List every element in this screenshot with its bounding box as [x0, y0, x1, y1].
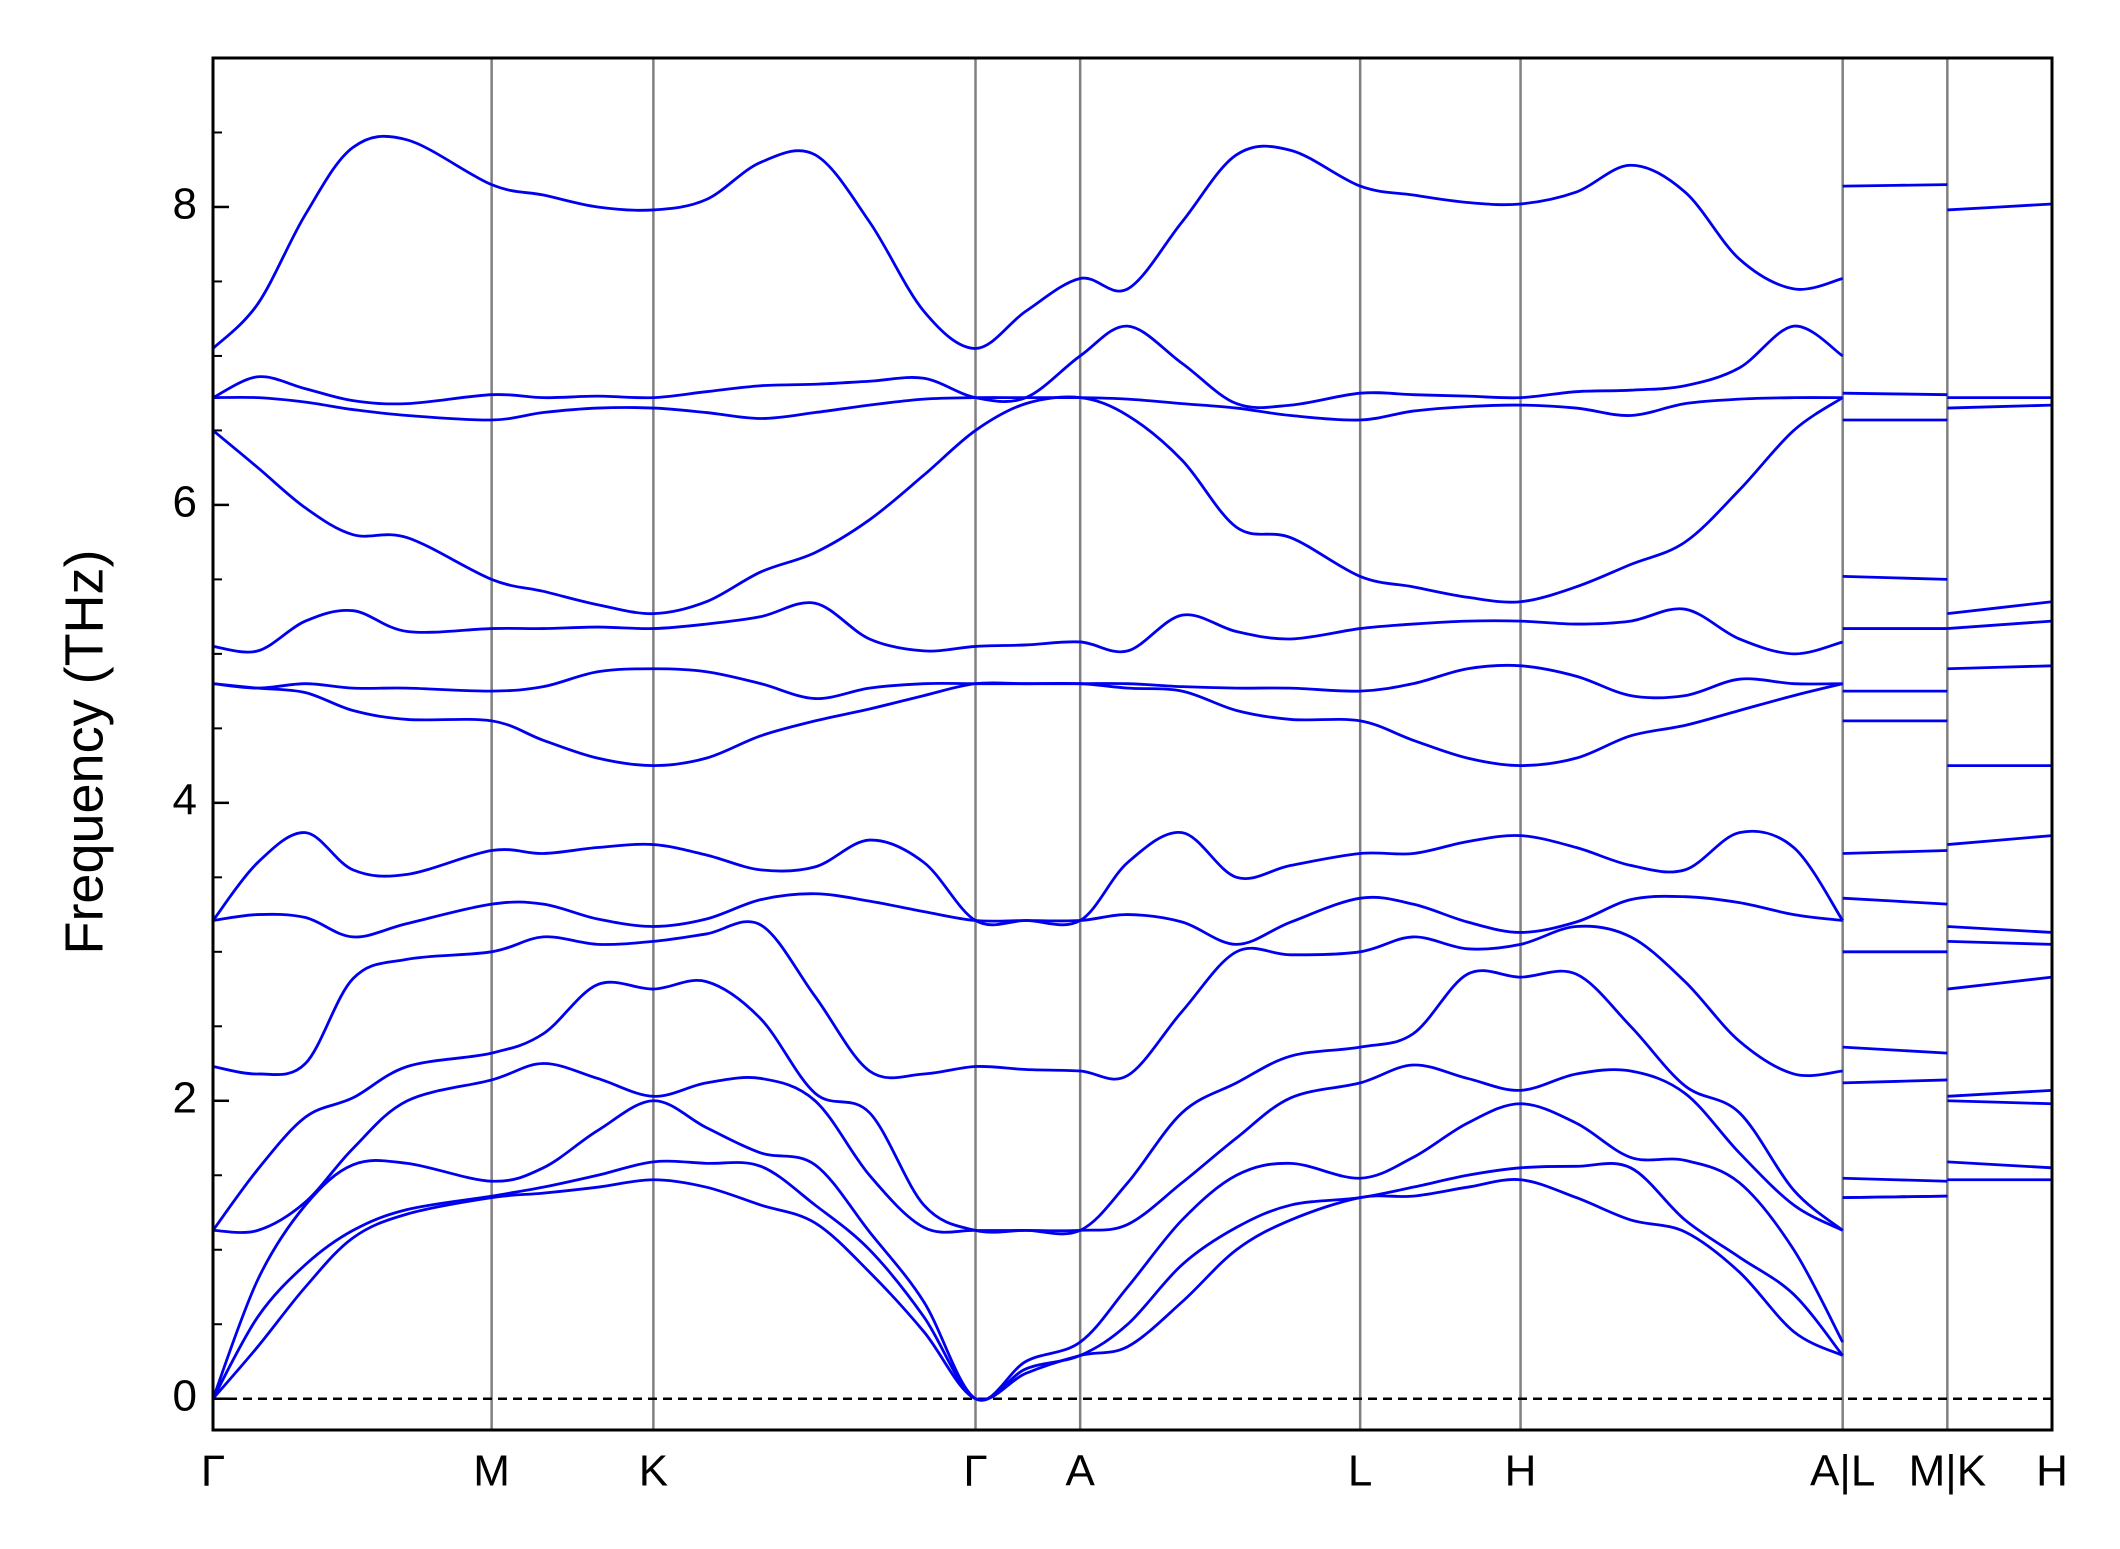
- x-tick-label: Γ: [201, 1447, 225, 1496]
- band-line: [212, 395, 2053, 616]
- band-line: [212, 395, 2053, 422]
- x-tick-label: L: [1348, 1447, 1372, 1496]
- band-line: [212, 324, 2052, 410]
- x-tick-label: H: [1505, 1447, 1537, 1496]
- band-line: [212, 892, 2053, 946]
- x-tick-label: K: [639, 1447, 668, 1496]
- band-line: [211, 1099, 2053, 1402]
- x-tick-label: H: [2036, 1447, 2068, 1496]
- y-axis-label: Frequency (THz): [54, 549, 114, 954]
- x-tick-label: A: [1065, 1447, 1095, 1496]
- y-tick-label: 6: [173, 478, 197, 527]
- x-tick-label: M|K: [1909, 1447, 1986, 1496]
- band-line: [211, 1178, 2052, 1402]
- band-line: [211, 829, 2053, 927]
- band-line: [212, 920, 2053, 1081]
- band-line: [212, 1062, 2053, 1234]
- band-line: [211, 969, 2053, 1236]
- y-tick-label: 2: [173, 1073, 197, 1122]
- x-tick-label: A|L: [1810, 1447, 1875, 1496]
- band-line: [212, 681, 2052, 768]
- x-tick-label: M: [473, 1447, 510, 1496]
- y-tick-label: 4: [173, 775, 197, 824]
- band-line: [212, 134, 2053, 350]
- band-line: [212, 601, 2053, 656]
- band-line: [211, 1159, 2053, 1402]
- band-line: [212, 663, 2053, 700]
- x-tick-label: Γ: [963, 1447, 987, 1496]
- plot-frame: [211, 56, 2054, 1432]
- y-tick-label: 8: [173, 180, 197, 229]
- y-tick-label: 0: [173, 1371, 197, 1420]
